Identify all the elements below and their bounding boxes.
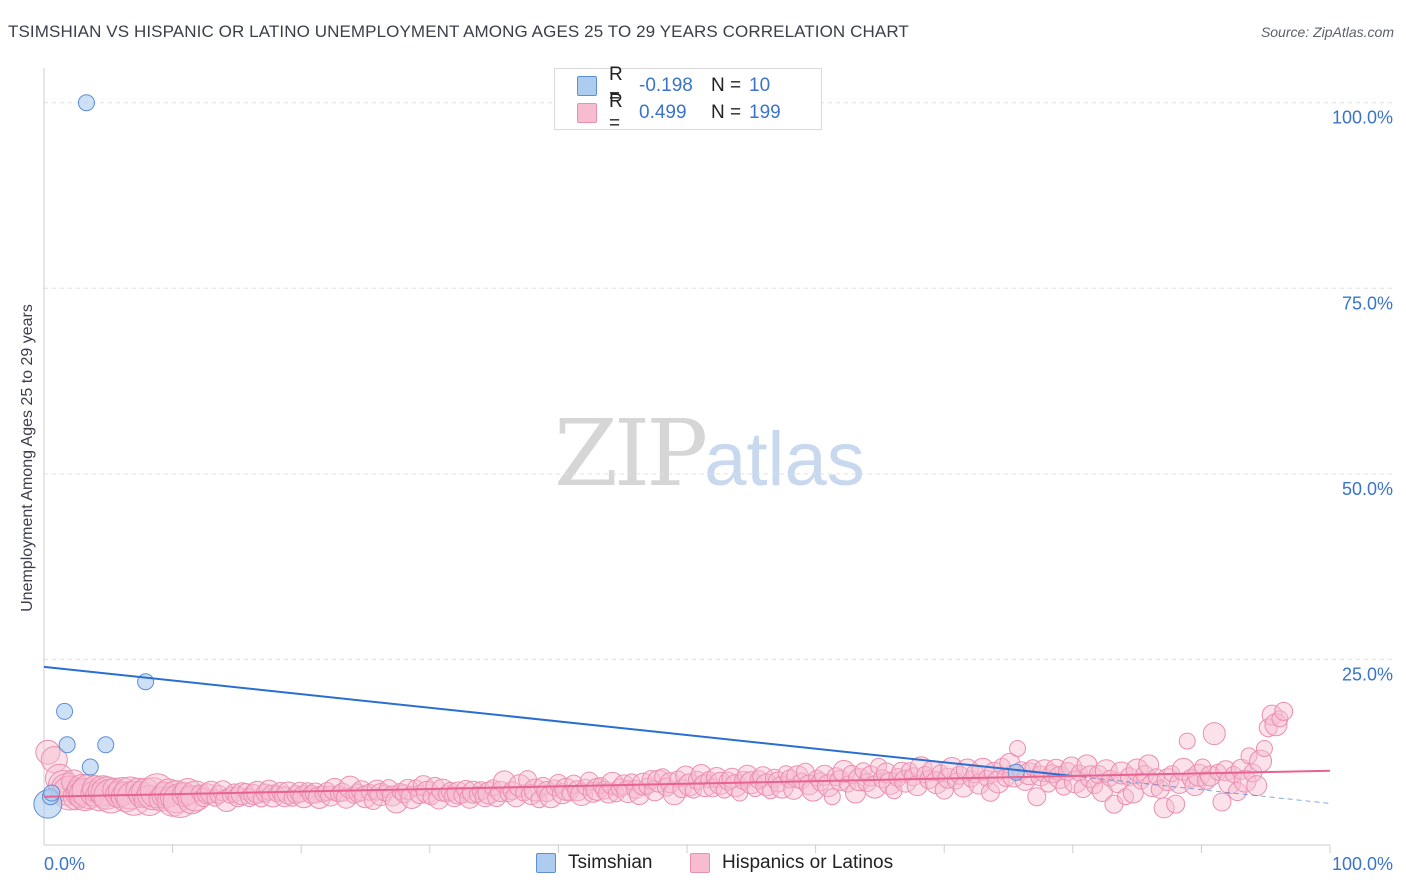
hispanic-point [1061,756,1083,778]
hispanic-point [718,771,738,791]
tsimshian-point [81,758,99,776]
tsimshian-trend-extension [1072,775,1331,804]
stats-legend: R = -0.198 N = 10 R = 0.499 N = 199 [554,64,822,134]
hispanic-points [35,701,1294,819]
hispanic-point [1055,778,1073,796]
hispanic-point [215,788,239,812]
tsimshian-point [97,736,115,754]
r-value: 0.499 [639,102,687,123]
hispanic-point [90,776,124,810]
watermark-zip: ZIP [554,400,708,507]
hispanic-point [823,788,841,806]
chart-title: TSIMSHIAN VS HISPANIC OR LATINO UNEMPLOY… [8,22,909,41]
hispanic-point [1264,713,1288,737]
hispanic-point [693,774,717,798]
n-label: N = [711,102,742,123]
hispanic-trend-line [43,769,1331,798]
hispanic-point [40,746,68,774]
r-value: -0.198 [639,75,693,96]
hispanic-point [1117,788,1135,806]
hispanic-point [520,784,542,806]
hispanic-point [1009,740,1027,757]
hispanic-point [564,774,584,794]
r-label: R = [609,64,623,107]
n-value: 199 [749,102,781,123]
tsimshian-points [33,94,1025,819]
watermark: ZIPatlas [554,400,865,507]
hispanic-point [968,773,990,795]
hispanic-point [749,770,769,790]
legend-row-tsimshian: R = -0.198 N = 10 [577,64,771,107]
hispanic-point [80,781,106,807]
hispanic-point [499,785,517,803]
hispanic-point [980,782,1000,802]
hispanic-legend-label: Hispanics or Latinos [722,852,894,873]
legend-item-hispanic: Hispanics or Latinos [690,852,893,874]
hispanic-point [1027,787,1047,807]
hispanic-point [1274,701,1294,721]
legend-row-hispanic: R = 0.499 N = 199 [577,91,781,134]
source-credit: Source: ZipAtlas.com [1260,24,1394,40]
hispanic-swatch [577,103,597,123]
trend-lines [43,665,1331,804]
legend-item-tsimshian: Tsimshian [536,852,652,874]
r-label: R = [609,91,623,134]
x-tick-label: 0.0% [44,854,85,874]
hispanic-point [1119,767,1139,787]
hispanic-point [950,765,970,785]
hispanic-point [1255,740,1273,757]
hispanic-point [1240,747,1258,765]
tsimshian-trend-line [43,665,1073,777]
hispanic-point [252,790,270,808]
n-value: 10 [749,75,771,96]
hispanic-point [1246,775,1268,797]
hispanic-point [113,776,147,810]
hispanic-point [268,785,286,803]
hispanic-point [1178,732,1196,750]
axes [43,68,1331,853]
tsimshian-legend-swatch [536,853,556,873]
tick-labels: 25.0% 50.0% 75.0% 100.0% 0.0% 100.0% [44,108,1393,874]
hispanic-point [1227,782,1247,802]
tsimshian-point [56,702,74,720]
hispanic-point [1202,722,1226,746]
tsimshian-point [77,94,95,112]
hispanic-point [857,773,877,793]
hispanic-point [453,786,471,804]
n-label: N = [711,75,742,96]
y-tick-label: 75.0% [1342,293,1393,313]
tsimshian-point [58,736,76,754]
hispanic-point [1073,779,1093,799]
y-tick-label: 100.0% [1332,108,1393,128]
hispanic-point [1166,794,1186,814]
hispanic-point [276,781,300,805]
grid-lines [44,102,1395,660]
x-tick-label: 100.0% [1332,854,1393,874]
hispanic-point [638,777,656,795]
y-tick-label: 25.0% [1342,664,1393,684]
tsimshian-point [43,784,61,802]
y-tick-label: 50.0% [1342,479,1393,499]
tsimshian-swatch [577,76,597,96]
hispanic-point [610,778,630,798]
hispanic-point [1153,797,1175,819]
hispanic-point [993,757,1011,775]
watermark-atlas: atlas [704,417,865,502]
hispanic-legend-swatch [690,853,710,873]
hispanic-point [1212,792,1232,812]
tsimshian-legend-label: Tsimshian [568,852,653,873]
